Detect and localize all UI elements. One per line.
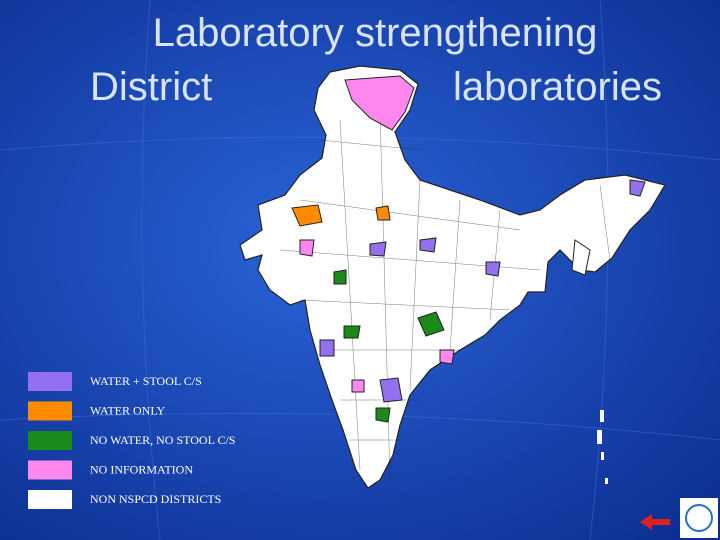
legend-label: WATER ONLY: [90, 403, 165, 417]
legend-label: NON NSPCD DISTRICTS: [90, 492, 221, 506]
islands: [597, 410, 608, 484]
region-purple: [379, 377, 403, 403]
region-pink: [344, 75, 415, 131]
region-purple: [369, 241, 387, 257]
district-lines: [279, 109, 611, 481]
who-logo-emblem: [685, 504, 713, 532]
region-orange: [375, 205, 391, 221]
back-arrow[interactable]: [640, 514, 670, 530]
region-purple: [629, 179, 646, 197]
region-green: [375, 407, 391, 423]
legend-swatch: [28, 431, 72, 450]
region-pink: [439, 349, 455, 365]
region-purple: [485, 261, 501, 277]
region-orange: [291, 204, 323, 227]
region-purple: [319, 339, 335, 357]
region-green: [343, 325, 361, 339]
northeast: [571, 239, 591, 276]
india-outline: [239, 65, 666, 489]
legend-swatch: [28, 372, 72, 391]
title-line2-right: laboratories: [453, 65, 662, 109]
region-pink: [351, 379, 365, 393]
legend: WATER + STOOL C/S WATER ONLY NO WATER, NO …: [28, 372, 235, 509]
legend-label: NO INFORMATION: [90, 462, 193, 476]
legend-label: NO WATER, NO STOOL C/S: [90, 433, 235, 447]
legend-label: WATER + STOOL C/S: [90, 374, 202, 388]
legend-swatch: [28, 401, 72, 421]
title-line2-left: District: [90, 65, 212, 109]
legend-swatch: [28, 490, 72, 509]
region-purple: [419, 237, 437, 253]
region-green: [333, 269, 347, 285]
map: [239, 65, 666, 489]
legend-swatch: [28, 460, 72, 480]
title-line1: Laboratory strengthening: [153, 11, 598, 55]
region-pink: [299, 239, 315, 257]
region-green: [417, 311, 445, 337]
